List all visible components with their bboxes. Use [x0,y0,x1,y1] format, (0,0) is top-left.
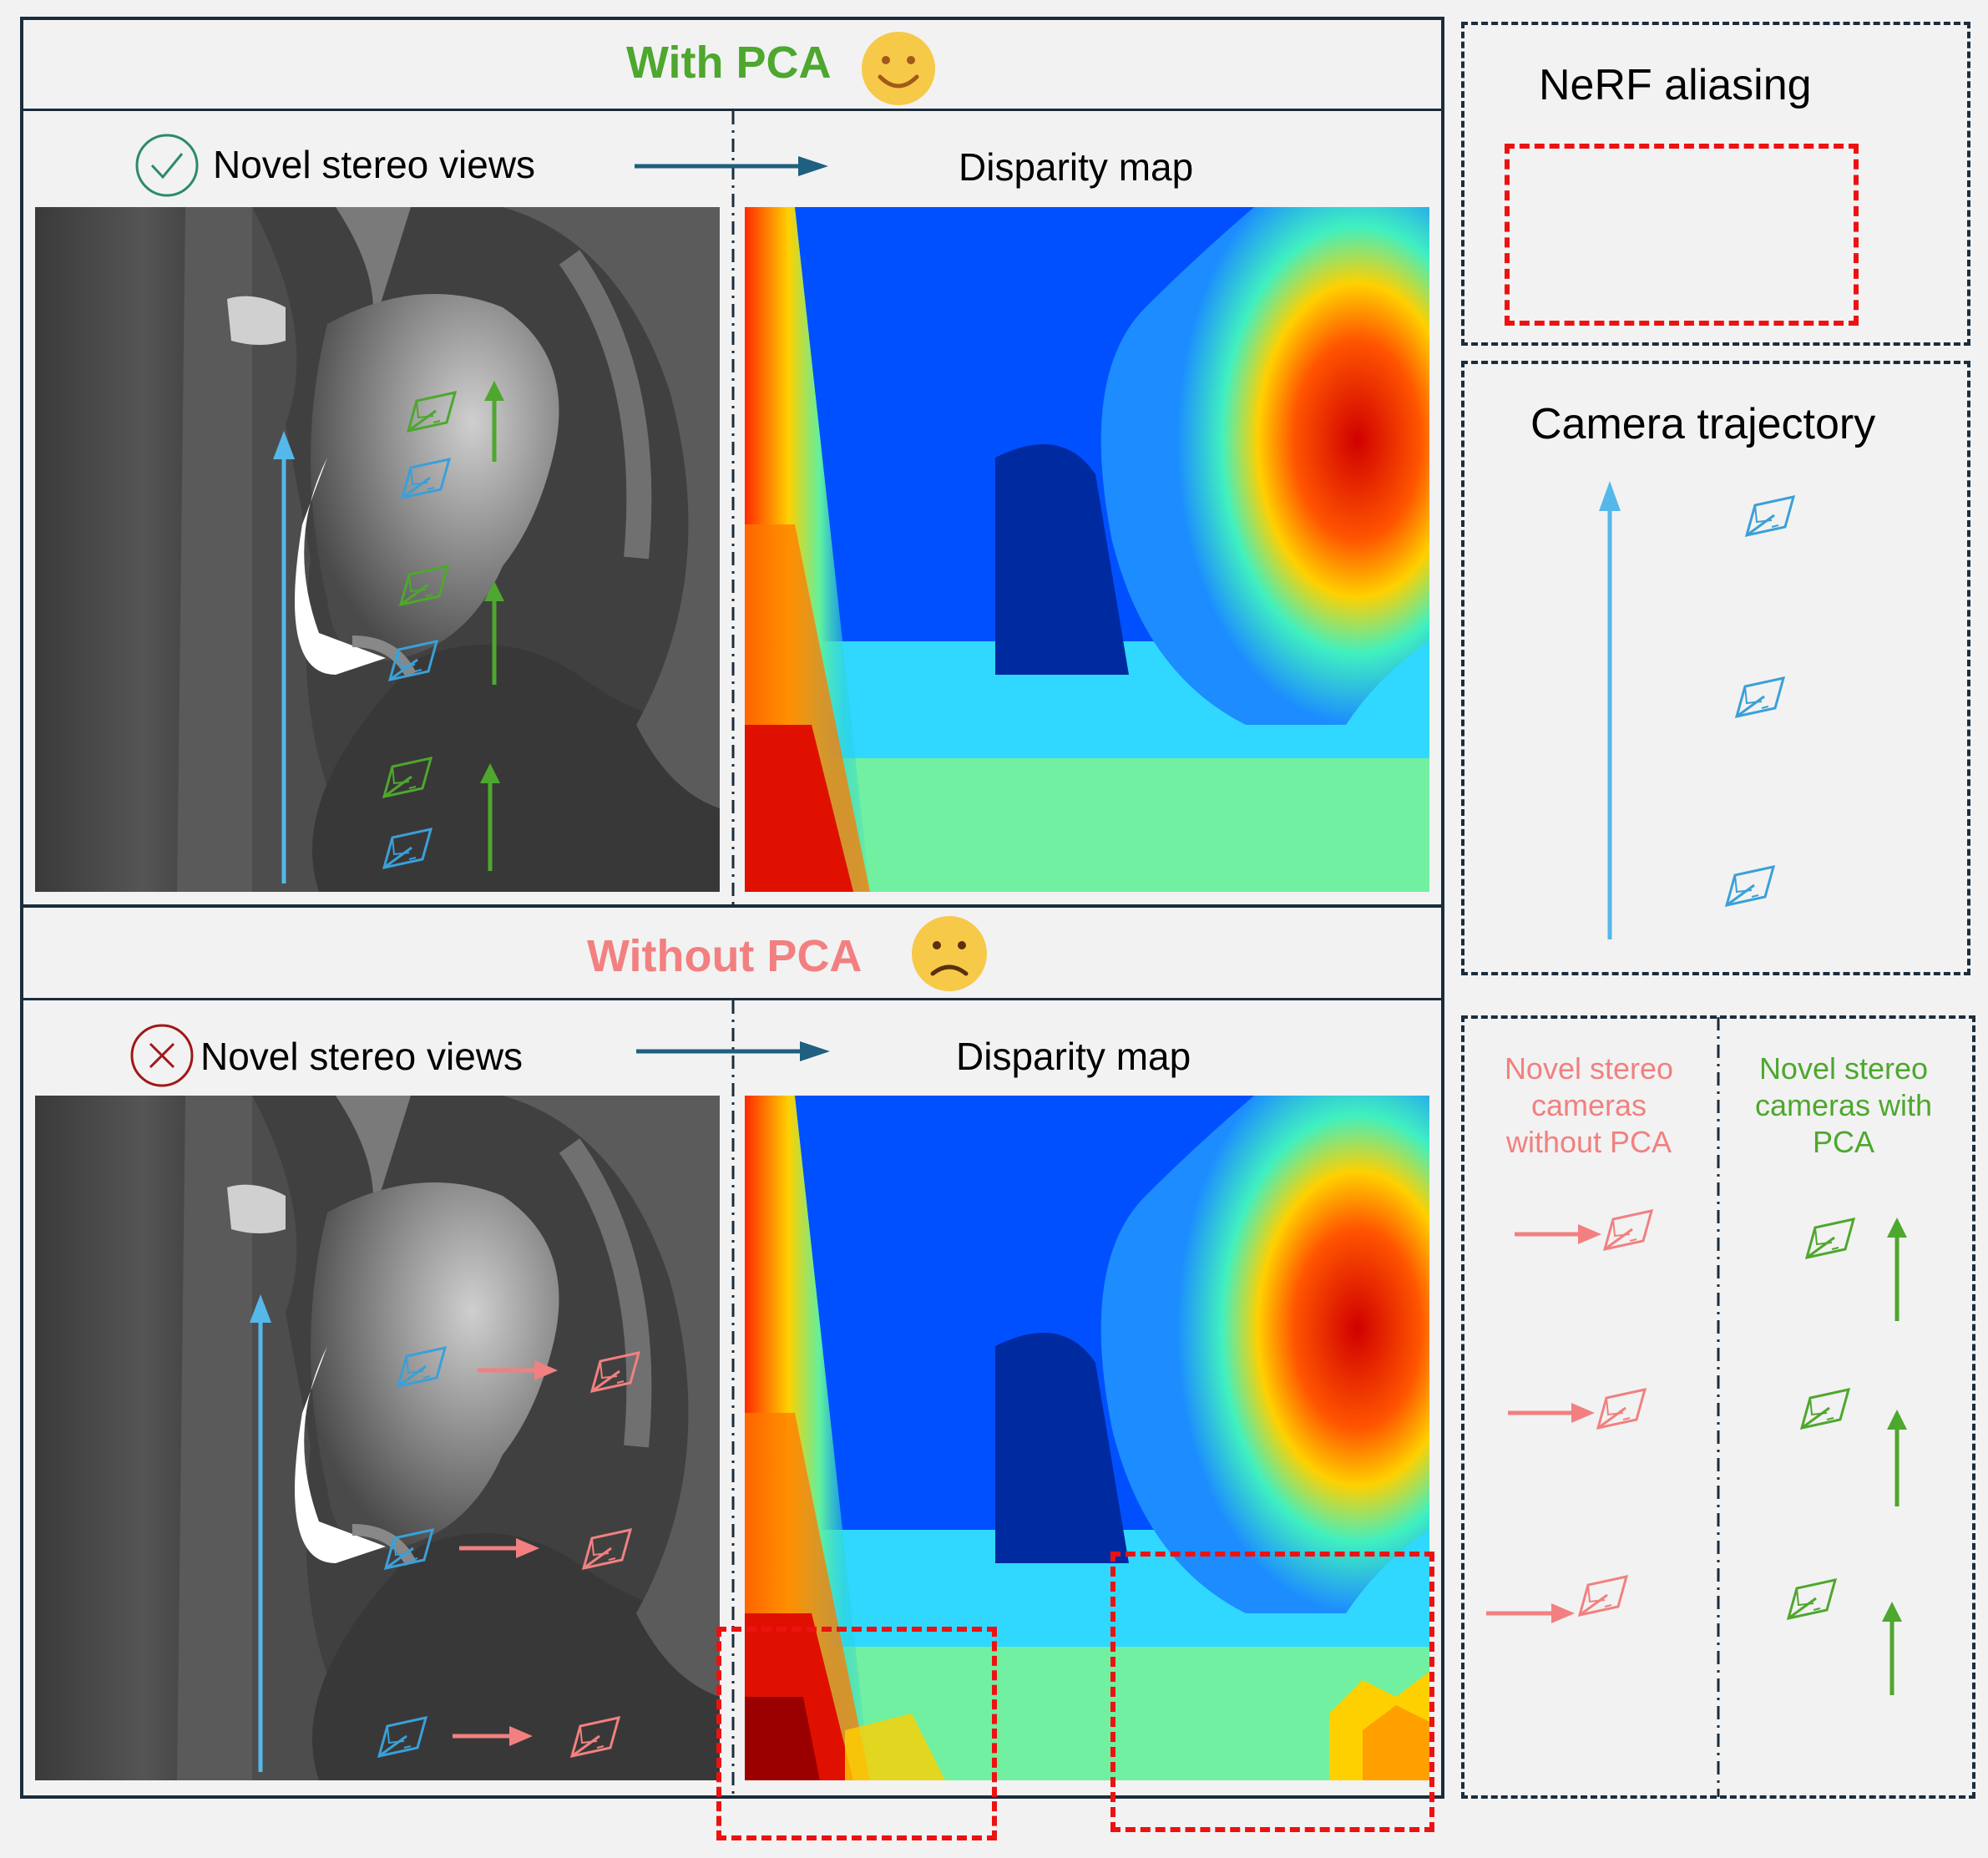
green-camera [1800,1388,1850,1430]
pink-camera [570,1716,620,1758]
blue-camera [397,1346,447,1388]
with-pca-right-label: Disparity map [959,145,1194,189]
check-circle-icon [135,134,199,197]
pink-camera [582,1528,632,1570]
blue-camera [401,458,451,499]
main-figure-frame [20,17,1444,1799]
legend-with-pca-label: Novel stereo cameras with PCA [1754,1051,1933,1159]
legend-cameras-divider [1717,1017,1720,1797]
cross-circle-icon [130,1024,194,1087]
pink-camera [1596,1388,1647,1430]
blue-camera [1735,676,1785,718]
with-pca-header-divider [20,109,1444,111]
without-pca-left-label: Novel stereo views [200,1035,524,1078]
bottom-disparity-map-image [745,1096,1429,1780]
green-camera [1787,1578,1837,1620]
with-pca-left-label: Novel stereo views [213,143,536,186]
top-column-divider [731,111,735,904]
with-pca-title: With PCA [626,38,832,88]
section-divider [20,904,1444,908]
aliasing-highlight-right [1110,1552,1434,1832]
sad-face-icon [912,916,987,991]
blue-camera [1745,495,1795,537]
legend-aliasing-box [1461,22,1970,346]
top-stereo-render-image [35,207,720,892]
legend-trajectory-box [1461,361,1970,975]
legend-aliasing-swatch [1505,144,1859,326]
without-pca-title: Without PCA [587,931,862,981]
legend-without-pca-graphic [1486,1209,1653,1623]
blue-camera [1725,865,1775,907]
legend-trajectory-title: Camera trajectory [1530,400,1876,448]
legend-without-pca-label: Novel stereo cameras without PCA [1504,1051,1674,1159]
without-pca-header-divider [20,998,1444,1000]
legend-with-pca-graphic [1787,1218,1907,1695]
legend-aliasing-title: NeRF aliasing [1539,61,1812,109]
blue-camera [388,640,438,681]
green-camera [407,391,457,433]
pink-camera [590,1351,640,1393]
bottom-stereo-render-image [35,1096,720,1780]
blue-camera [384,1528,434,1570]
bottom-column-divider [731,1000,735,1799]
without-pca-right-label: Disparity map [956,1035,1191,1078]
green-camera [382,757,433,798]
bottom-camera-overlay [250,1294,640,1772]
aliasing-highlight-left [716,1627,997,1840]
pink-camera [1578,1575,1628,1617]
blue-camera [382,828,433,869]
top-disparity-map-image [745,207,1429,892]
top-camera-overlay [273,381,504,883]
legend-trajectory-graphic [1599,481,1795,939]
happy-face-icon [862,32,935,105]
pink-camera [1603,1209,1653,1251]
bottom-flow-arrow [636,1041,830,1061]
green-camera [399,564,449,606]
blue-camera [377,1716,427,1758]
top-flow-arrow [635,156,828,176]
green-camera [1805,1218,1855,1259]
